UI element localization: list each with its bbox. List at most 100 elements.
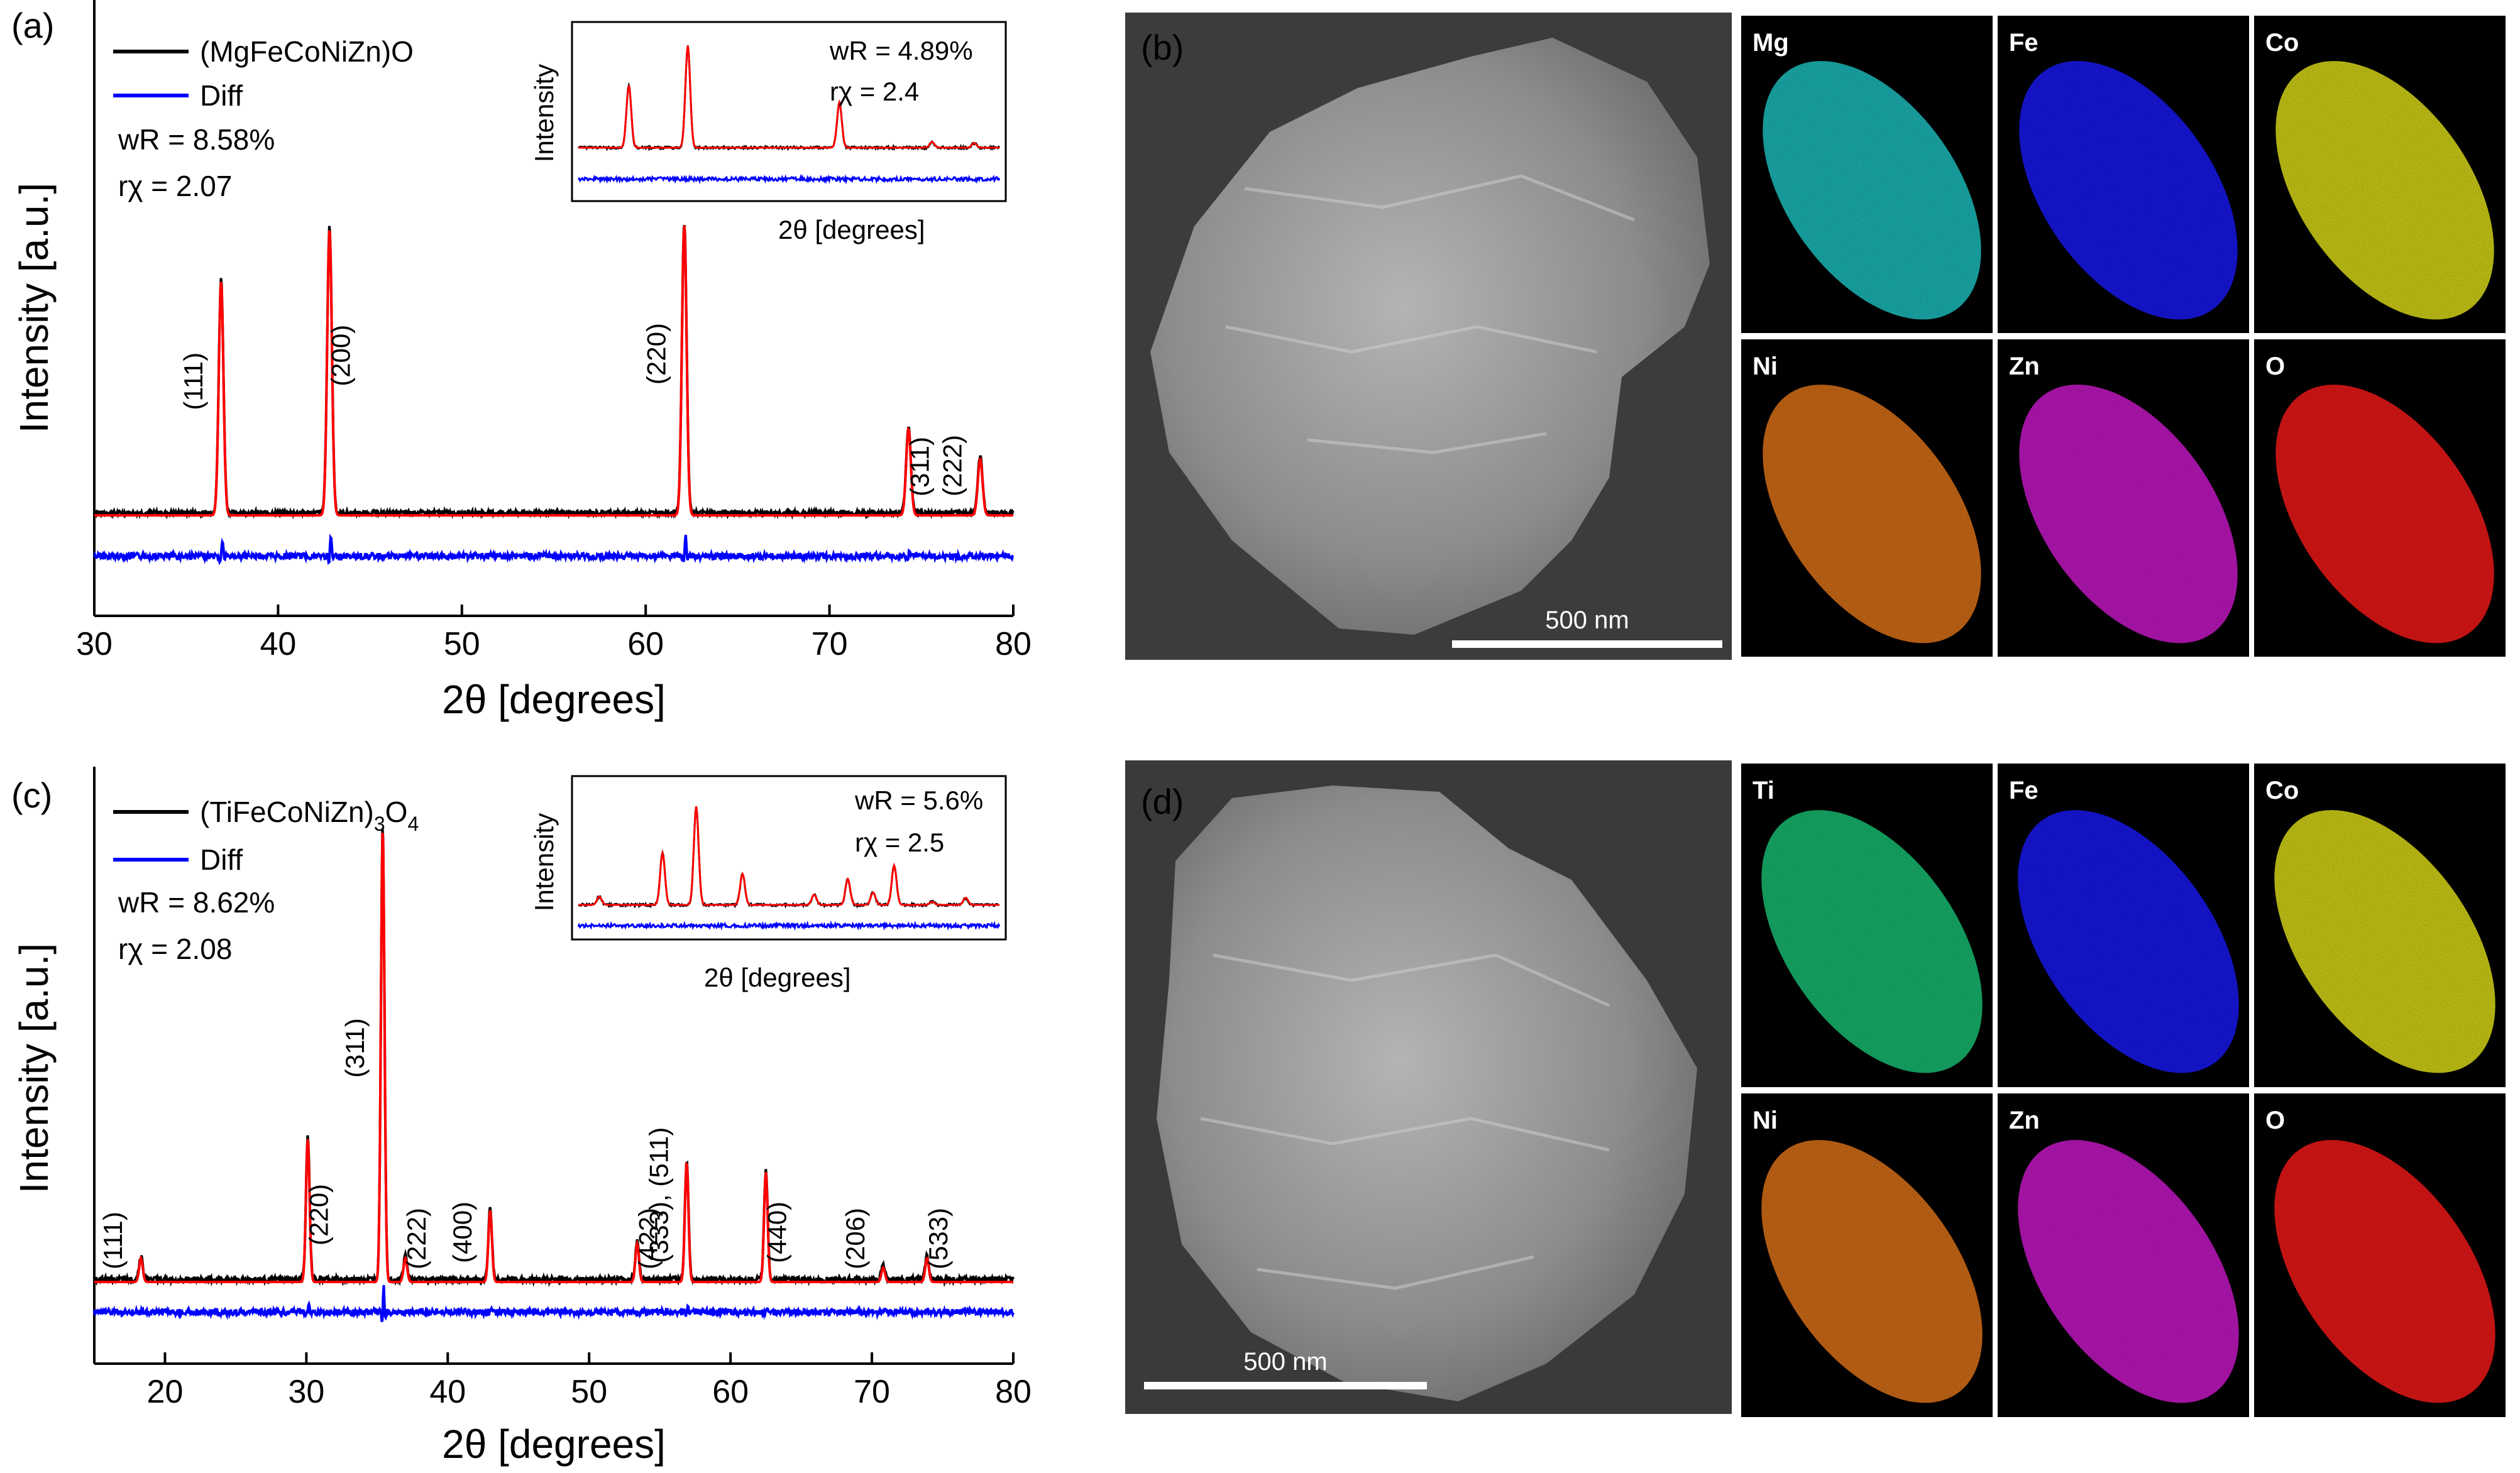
x-tick-label-80: 80 xyxy=(995,626,1032,662)
eds-map-speckle xyxy=(1998,764,2249,1087)
eds-map-label: Co xyxy=(2265,777,2299,804)
panel-label-a: (a) xyxy=(11,6,54,45)
y-axis-title-a: Intensity [a.u.] xyxy=(11,183,57,433)
series-observed xyxy=(93,828,1015,1288)
eds-map-label: Mg xyxy=(1752,29,1789,57)
sem-particle-texture-b xyxy=(1225,174,1635,454)
peak-labels-a: (111) (200) (220) (311) (222) xyxy=(179,323,967,496)
eds-map-speckle xyxy=(1741,764,1993,1087)
peak-label: (400) xyxy=(448,1202,477,1263)
inset-a: Intensity 2θ [degrees] wR = 4.89% rχ = 2… xyxy=(529,21,1007,244)
x-tick-label-80: 80 xyxy=(995,1374,1032,1410)
x-tick-label-40: 40 xyxy=(260,626,296,662)
eds-map-label: O xyxy=(2265,353,2285,380)
inset-series-difference xyxy=(577,920,1001,931)
y-axis-title-c: Intensity [a.u.] xyxy=(11,943,57,1193)
x-tick-label-70: 70 xyxy=(854,1374,890,1410)
eds-map-speckle xyxy=(2254,764,2506,1087)
peak-labels-c: (111) (220) (311) (222) (400) (422)(333), (51… xyxy=(98,1018,953,1269)
eds-map-label: Zn xyxy=(2009,353,2040,380)
peak-label: (440) xyxy=(762,1202,791,1263)
x-axis-title-c: 2θ [degrees] xyxy=(442,1421,666,1467)
x-tick-label-50: 50 xyxy=(444,626,480,662)
eds-map-speckle xyxy=(1998,16,2249,333)
panel-d: (d) 500 nm Ti Fe Co Ni Zn O xyxy=(1125,760,2506,1417)
peak-label: (111) xyxy=(98,1212,128,1269)
eds-maps-b: Mg Fe Co Ni Zn O xyxy=(1741,16,2506,657)
peak-label: (220) xyxy=(642,323,671,385)
legend-observed-a: (MgFeCoNiZn)O xyxy=(200,35,414,68)
eds-map-label: Zn xyxy=(2009,1107,2040,1134)
inset-wr-c: wR = 5.6% xyxy=(854,786,983,815)
inset-frame-c xyxy=(571,775,1007,941)
x-tick-label-40: 40 xyxy=(429,1374,466,1410)
x-tick-label-60: 60 xyxy=(627,626,664,662)
scale-bar-label-d: 500 nm xyxy=(1243,1348,1327,1376)
sem-particle-texture-d xyxy=(1200,953,1610,1290)
legend-observed-c: (TiFeCoNiZn)3O4 xyxy=(200,796,419,835)
eds-map-label: Ti xyxy=(1752,777,1774,804)
x-tick-label-30: 30 xyxy=(76,626,113,662)
x-ticks-c: 20 30 40 50 60 70 80 xyxy=(147,1352,1032,1410)
peak-label: (533) xyxy=(923,1208,953,1269)
eds-map-speckle xyxy=(1741,1093,1993,1417)
panel-b: (b) 500 nm Mg Fe Co Ni Zn O xyxy=(1125,13,2506,660)
peak-label: (222) xyxy=(402,1208,431,1269)
inset-c: Intensity 2θ [degrees] wR = 5.6% rχ = 2.… xyxy=(529,775,1007,992)
inset-rchi-a: rχ = 2.4 xyxy=(830,77,919,106)
series-difference xyxy=(93,1284,1015,1323)
x-ticks-a: 30 40 50 60 70 80 xyxy=(76,605,1032,662)
panel-c: (c) 20 30 40 50 60 70 80 Intensity [a.u.] 2θ [… xyxy=(11,767,1032,1467)
series-calculated xyxy=(94,225,1013,517)
inset-rchi-c: rχ = 2.5 xyxy=(855,828,944,857)
eds-maps-d: Ti Fe Co Ni Zn O xyxy=(1741,764,2506,1417)
eds-map-label: Fe xyxy=(2009,29,2039,57)
curves-a xyxy=(93,224,1015,566)
eds-map-speckle xyxy=(2254,16,2506,333)
inset-xlabel-c: 2θ [degrees] xyxy=(704,963,851,992)
legend-diff-a: Diff xyxy=(200,79,243,112)
panel-label-d: (d) xyxy=(1141,782,1184,821)
eds-map-label: Ni xyxy=(1752,1107,1778,1134)
inset-curves-a xyxy=(577,45,1001,185)
curves-c xyxy=(93,828,1015,1323)
peak-label: (422) xyxy=(634,1208,663,1269)
peak-label: (311) xyxy=(340,1018,370,1078)
inset-curves-c xyxy=(577,806,1001,931)
scale-bar-label-b: 500 nm xyxy=(1545,606,1629,634)
inset-ylabel-a: Intensity xyxy=(529,64,559,162)
eds-map-speckle xyxy=(1741,339,1993,657)
eds-map-speckle xyxy=(1741,16,1993,333)
inset-wr-a: wR = 4.89% xyxy=(829,36,973,65)
eds-map-speckle xyxy=(1998,339,2249,657)
legend-diff-c: Diff xyxy=(200,843,243,876)
peak-label: (222) xyxy=(937,435,967,496)
peak-label: (111) xyxy=(179,353,208,410)
stat-wr-a: wR = 8.58% xyxy=(118,123,275,156)
panel-a: (a) 30 40 50 60 70 80 Intensity [a.u.] 2θ [de… xyxy=(11,0,1032,722)
series-calculated xyxy=(94,832,1013,1283)
series-difference xyxy=(93,534,1015,566)
eds-map-speckle xyxy=(2254,339,2506,657)
inset-ylabel-c: Intensity xyxy=(529,813,559,911)
eds-map-label: O xyxy=(2265,1107,2285,1134)
x-tick-label-70: 70 xyxy=(812,626,848,662)
stat-rchi-c: rχ = 2.08 xyxy=(118,933,232,965)
x-tick-label-20: 20 xyxy=(147,1374,184,1410)
eds-map-label: Fe xyxy=(2009,777,2039,804)
sem-particle-d xyxy=(1157,786,1697,1401)
inset-series-difference xyxy=(577,173,1001,185)
inset-series-calculated xyxy=(578,806,999,906)
x-axis-title-a: 2θ [degrees] xyxy=(442,677,666,722)
eds-map-speckle xyxy=(2254,1093,2506,1417)
stat-wr-c: wR = 8.62% xyxy=(118,886,275,919)
eds-map-speckle xyxy=(1998,1093,2249,1417)
peak-label: (333), (511) xyxy=(644,1127,673,1263)
inset-xlabel-a: 2θ [degrees] xyxy=(778,215,925,244)
eds-map-label: Ni xyxy=(1752,353,1778,380)
peak-label: (200) xyxy=(326,325,355,386)
x-tick-label-50: 50 xyxy=(571,1374,607,1410)
peak-label: (206) xyxy=(840,1208,870,1269)
stat-rchi-a: rχ = 2.07 xyxy=(118,170,232,202)
